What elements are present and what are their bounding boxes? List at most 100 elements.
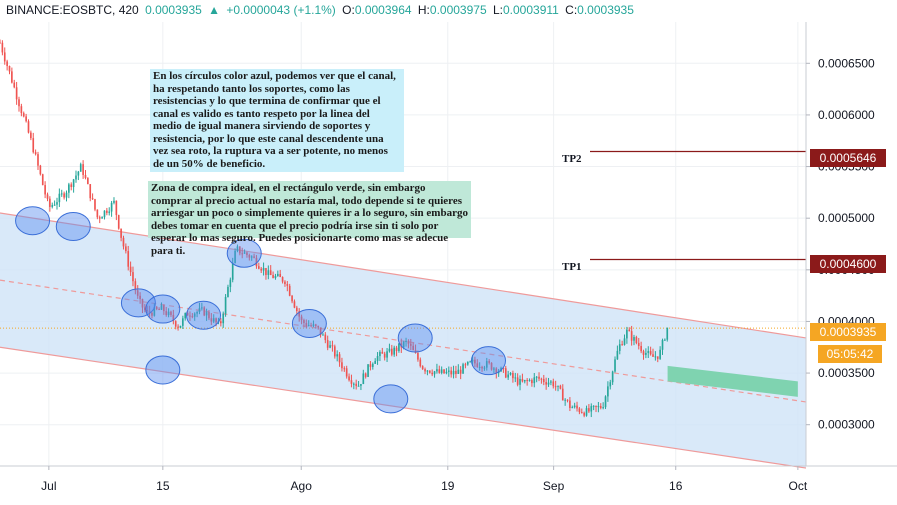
candle-body — [424, 369, 426, 372]
change-value: +0.0000043 (+1.1%) — [226, 3, 336, 17]
candle-body — [338, 354, 341, 363]
candle-body — [189, 315, 191, 317]
candle-body — [329, 345, 331, 348]
touch-circle — [145, 355, 181, 385]
candle-body — [640, 345, 642, 352]
candle-body — [179, 325, 182, 328]
candle-body — [89, 184, 92, 199]
candle-body — [91, 198, 94, 200]
candle-body — [438, 369, 441, 373]
candle-body — [343, 368, 346, 370]
candle-body — [234, 250, 236, 264]
touch-circle — [470, 346, 506, 376]
candle-body — [481, 366, 483, 369]
candle-body — [177, 326, 179, 328]
touch-circle — [291, 309, 327, 339]
candle-body — [303, 320, 305, 323]
candle-body — [158, 309, 160, 311]
candle-body — [250, 256, 253, 258]
candle-body — [379, 351, 381, 357]
candle-body — [578, 408, 581, 413]
candle-body — [227, 286, 229, 298]
candle-body — [398, 343, 400, 351]
candle-body — [77, 171, 80, 176]
candle-body — [87, 178, 89, 185]
candle-body — [51, 205, 54, 207]
candle-body — [654, 356, 657, 358]
candle-body — [65, 192, 68, 198]
candle-body — [20, 106, 23, 114]
candle-body — [163, 305, 165, 312]
candle-body — [236, 246, 239, 251]
candle-body — [262, 267, 265, 271]
candle-body — [538, 376, 540, 379]
candle-body — [542, 378, 545, 383]
candle-body — [215, 318, 217, 323]
time-axis[interactable]: Jul 15 Ago 19 Sep 16 Oct — [41, 466, 808, 493]
candle-body — [611, 371, 614, 383]
candle-body — [322, 334, 324, 336]
candle-body — [436, 369, 438, 372]
candle-body — [386, 351, 388, 358]
candle-body — [659, 349, 661, 359]
candle-body — [326, 340, 329, 348]
candle-body — [466, 361, 469, 365]
candle-body — [592, 405, 595, 407]
candle-body — [635, 337, 638, 343]
candle-body — [170, 311, 172, 315]
x-tick-label: 15 — [156, 479, 170, 493]
candle-body — [184, 313, 187, 319]
candle-body — [319, 327, 322, 336]
x-tick-label: Jul — [41, 479, 56, 493]
candle-body — [295, 307, 298, 312]
x-tick-label: Ago — [291, 479, 313, 493]
candle-body — [222, 313, 225, 324]
candle-body — [381, 351, 384, 354]
candle-body — [647, 351, 650, 353]
close-value: 0.0003935 — [577, 3, 634, 17]
candle-body — [144, 307, 146, 311]
candle-body — [49, 198, 51, 207]
candle-body — [478, 366, 481, 368]
candle-body — [108, 211, 111, 213]
candle-body — [37, 154, 39, 166]
candle-body — [419, 359, 422, 367]
candle-body — [298, 311, 301, 317]
candle-body — [117, 215, 120, 229]
candle-body — [374, 360, 377, 364]
candle-body — [127, 251, 130, 267]
candle-body — [383, 353, 386, 358]
candle-body — [276, 273, 279, 276]
candle-body — [445, 371, 448, 374]
candle-body — [267, 270, 270, 275]
candle-body — [614, 359, 616, 372]
candle-body — [310, 325, 312, 327]
candle-body — [210, 318, 213, 322]
candle-body — [198, 308, 201, 313]
candle-body — [348, 376, 350, 381]
candle-body — [32, 138, 35, 153]
touch-circle — [226, 238, 262, 268]
touch-circle — [397, 323, 433, 353]
candle-body — [547, 382, 550, 385]
candle-body — [585, 408, 588, 416]
candle-body — [155, 306, 158, 310]
candle-body — [27, 121, 30, 133]
price-axis[interactable]: 0.00065000.00060000.00055000.00050000.00… — [806, 56, 875, 432]
candle-body — [476, 363, 479, 367]
candle-body — [350, 380, 353, 384]
candle-body — [120, 228, 122, 238]
candle-body — [125, 246, 127, 252]
y-tick-label: 0.0003000 — [818, 418, 875, 432]
candle-body — [186, 313, 189, 316]
candle-body — [284, 281, 286, 285]
candle-body — [56, 202, 58, 205]
candle-body — [134, 281, 137, 291]
candle-body — [60, 193, 63, 195]
candle-body — [656, 356, 659, 359]
candle-body — [355, 383, 358, 386]
candle-body — [274, 275, 277, 279]
channel-explanation-note: En los círculos color azul, podemos ver … — [150, 69, 404, 172]
candle-body — [110, 202, 113, 212]
